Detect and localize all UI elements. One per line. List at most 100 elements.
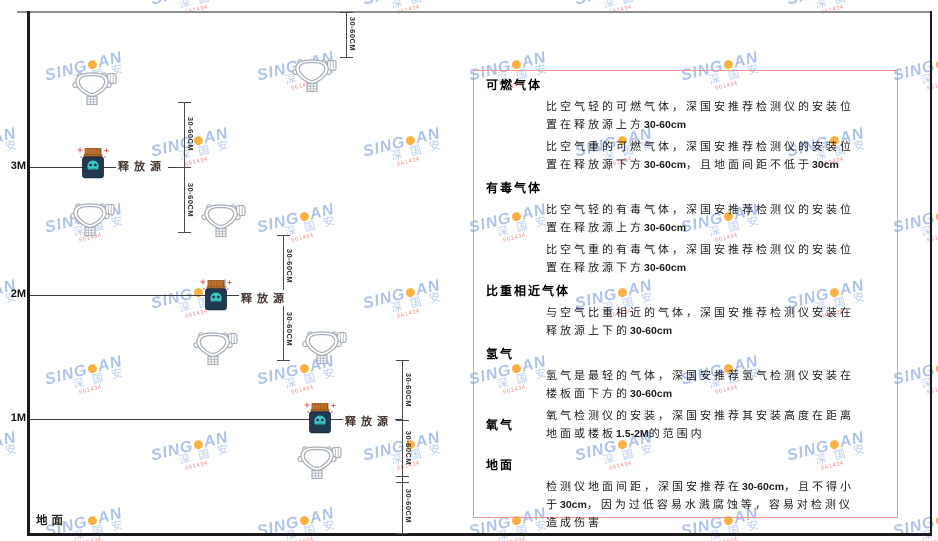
watermark-red-text: 661434	[0, 454, 22, 472]
watermark-cn-text: 深 国 安	[71, 518, 127, 541]
guideline-section: 比重相近气体与空气比重相近的气体，深国安推荐检测仪安装在释放源上下的30-60c…	[486, 282, 885, 340]
dimension-tick	[396, 360, 409, 361]
watermark-dot-icon	[299, 211, 311, 223]
dimension-tick	[277, 235, 290, 236]
release-source-icon	[303, 401, 337, 440]
dimension-line	[346, 12, 347, 57]
guideline-section: 氢气氢气是最轻的气体，深国安推荐氢气检测仪安装在楼板面下方的30-60cm	[486, 345, 885, 403]
dimension-label: 30-60CM	[285, 311, 294, 347]
dimension-tick	[396, 476, 409, 477]
watermark-cn-text: 深 国 安	[919, 516, 938, 541]
watermark-cn-text: 深 国 安	[919, 62, 938, 88]
watermark-red-text: 661434	[185, 0, 234, 16]
dimension-label: 30-60CM	[285, 248, 294, 284]
watermark-dot-icon	[87, 363, 99, 375]
gas-detector-icon	[200, 202, 246, 243]
watermark-dot-icon	[87, 59, 99, 71]
watermark-cn-text: 深 国 安	[0, 442, 21, 467]
watermark-red-text: 661434	[926, 232, 938, 244]
axis-label-2m: 2M	[10, 288, 26, 300]
watermark-red-text: 661434	[926, 384, 938, 396]
section-paragraph: 氢气是最轻的气体，深国安推荐氢气检测仪安装在楼板面下方的30-60cm	[546, 370, 854, 400]
watermark-dot-icon	[405, 135, 417, 147]
watermark-red-text: 661434	[821, 0, 870, 16]
section-paragraph: 与空气比重相近的气体，深国安推荐检测仪安装在释放源上下的30-60cm	[546, 307, 854, 337]
measurement-value: 30-60cm	[644, 262, 687, 274]
measurement-value: 30cm	[560, 499, 587, 511]
watermark-cn-text: 深 国 安	[389, 138, 445, 164]
section-heading: 有毒气体	[486, 181, 543, 195]
watermark-red-text: 661434	[290, 384, 315, 396]
dimension-tick	[396, 420, 409, 421]
measurement-value: 30-60cm	[644, 119, 687, 131]
release-source-label: 释放源	[116, 158, 168, 174]
height-reference-line	[30, 167, 184, 168]
height-reference-line	[30, 419, 402, 420]
watermark-cn-text: 深 国 安	[283, 518, 339, 541]
dimension-tick	[178, 102, 191, 103]
guideline-section: 氧气 氧气检测仪的安装，深国安推荐其安装高度在距离地面或楼板1.5-2M的范围内	[486, 407, 885, 443]
watermark-red-text: 661434	[290, 232, 315, 244]
release-source-icon	[76, 146, 110, 185]
ground-line	[27, 533, 932, 536]
ground-label: 地面	[36, 515, 67, 527]
guideline-section: 地面 检测仪地面间距，深国安推荐在30-60cm，且不得小于30cm，因为过低容易…	[486, 456, 885, 532]
watermark-cn-text: 深 国 安	[71, 366, 127, 392]
gas-detector-icon	[69, 201, 115, 242]
watermark-red-text: 661434	[0, 302, 22, 320]
measurement-value: 30-60cm	[742, 481, 785, 493]
dimension-tick	[340, 57, 353, 58]
section-heading: 地面	[486, 458, 515, 472]
section-heading: 比重相近气体	[486, 284, 571, 298]
measurement-value: 30-60cm	[630, 388, 673, 400]
section-heading: 氧气	[486, 418, 515, 432]
watermark-cn-text: 深 国 安	[919, 366, 938, 392]
section-paragraph: 比空气轻的可燃气体，深国安推荐检测仪的安装位置在释放源上方30-60cm	[546, 101, 854, 131]
watermark-cn-text: 深 国 安	[389, 290, 445, 316]
right-frame-line	[930, 11, 932, 536]
gas-detector-icon	[192, 330, 238, 371]
guideline-section: 有毒气体 比空气轻的有毒气体，深国安推荐检测仪的安装位置在释放源上方30-60cm…	[486, 179, 885, 277]
section-paragraph: 比空气重的有毒气体，深国安推荐检测仪的安装位置在释放源下方30-60cm	[546, 244, 854, 274]
left-axis-line	[27, 11, 30, 535]
ceiling-line	[17, 11, 932, 13]
section-heading: 氢气	[486, 347, 515, 361]
watermark-red-text: 661434	[0, 0, 22, 16]
watermark-dot-icon	[87, 515, 99, 527]
section-paragraph: 氧气检测仪的安装，深国安推荐其安装高度在距离地面或楼板1.5-2M的范围内	[546, 410, 854, 440]
gas-detector-icon	[71, 70, 117, 111]
measurement-value: 30cm	[812, 159, 839, 171]
watermark-dot-icon	[299, 515, 311, 527]
watermark-cn-text: 深 国 安	[919, 214, 938, 240]
gas-detector-icon	[296, 444, 342, 485]
guidelines-panel: 可燃气体 比空气轻的可燃气体，深国安推荐检测仪的安装位置在释放源上方30-60cm…	[473, 70, 898, 529]
dimension-line	[402, 360, 403, 533]
section-heading: 可燃气体	[486, 78, 543, 92]
dimension-tick	[396, 533, 409, 534]
section-paragraph: 比空气轻的有毒气体，深国安推荐检测仪的安装位置在释放源上方30-60cm	[546, 204, 854, 234]
dimension-label: 30-60CM	[186, 182, 195, 218]
dimension-label: 30-60CM	[404, 430, 413, 466]
measurement-value: 1.5-2M	[616, 428, 649, 440]
height-reference-line	[30, 295, 283, 296]
dimension-label: 30-60CM	[186, 116, 195, 152]
watermark-red-text: 661434	[397, 0, 446, 16]
watermark-red-text: 661434	[396, 308, 421, 320]
